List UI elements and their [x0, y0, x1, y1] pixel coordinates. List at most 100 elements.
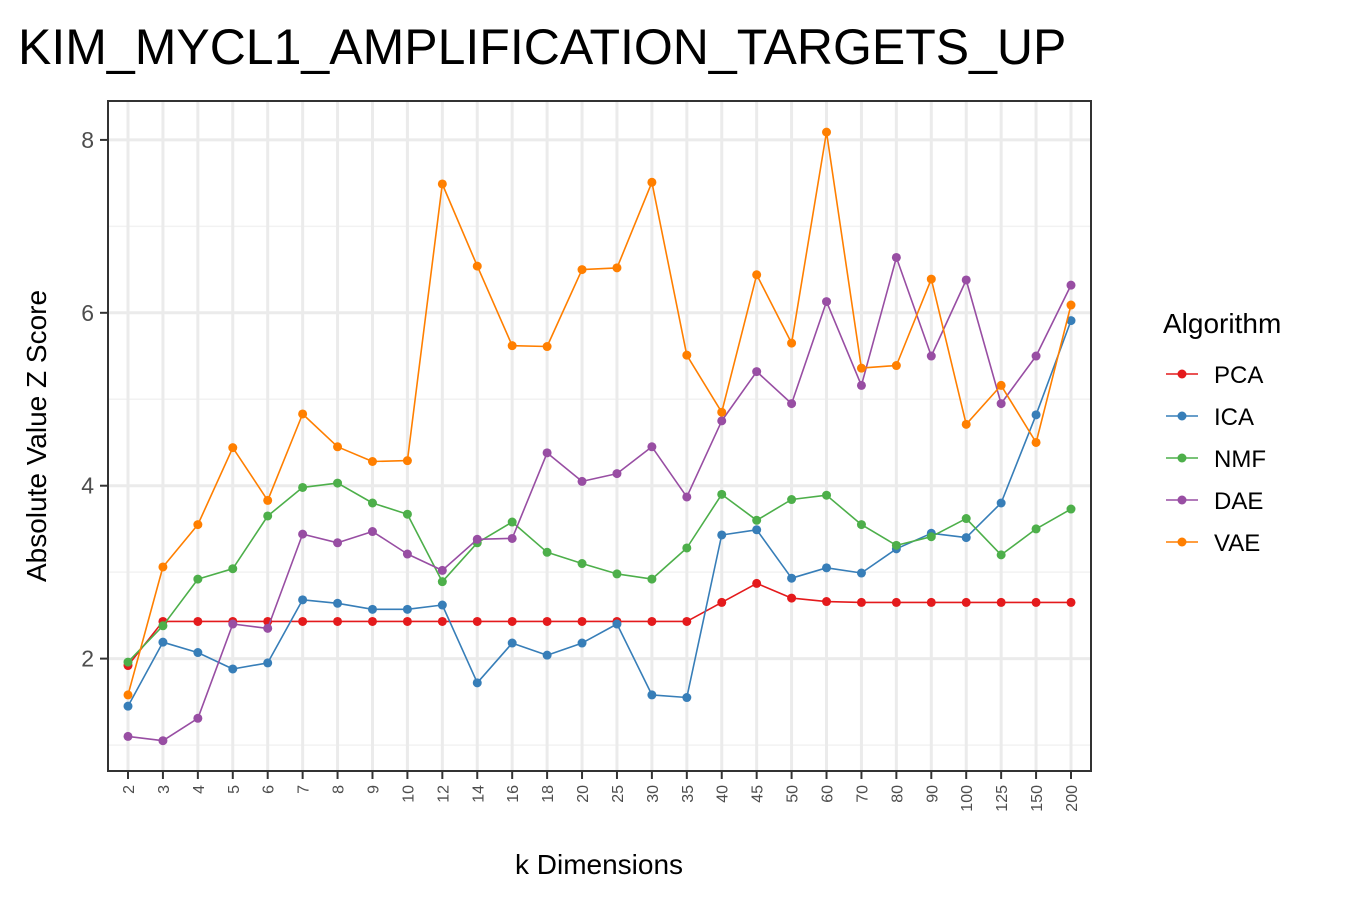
data-point	[333, 442, 343, 452]
data-point	[787, 399, 797, 409]
legend-item-nmf: NMF	[1166, 446, 1266, 473]
x-tick-label: 35	[680, 785, 697, 803]
data-point	[437, 565, 447, 575]
data-point	[996, 550, 1006, 560]
data-point	[717, 597, 727, 607]
data-point	[158, 736, 168, 746]
data-point	[193, 574, 203, 584]
data-point	[542, 650, 552, 660]
x-tick-label: 4	[191, 785, 208, 794]
data-point	[891, 540, 901, 550]
data-point	[577, 638, 587, 648]
data-point	[123, 731, 133, 741]
data-point	[228, 664, 238, 674]
data-point	[1031, 437, 1041, 447]
data-point	[682, 492, 692, 502]
legend-item-ica: ICA	[1166, 404, 1254, 431]
data-point	[577, 265, 587, 275]
data-point	[123, 690, 133, 700]
data-point	[1031, 524, 1041, 534]
legend-item-dae: DAE	[1166, 488, 1263, 515]
y-axis-title: Absolute Value Z Score	[21, 290, 52, 582]
data-point	[647, 690, 657, 700]
data-point	[193, 520, 203, 530]
data-point	[298, 616, 308, 626]
x-tick-label: 60	[820, 785, 837, 803]
data-point	[996, 399, 1006, 409]
data-point	[647, 177, 657, 187]
data-point	[437, 616, 447, 626]
data-point	[856, 380, 866, 390]
data-point	[437, 179, 447, 189]
data-point	[787, 573, 797, 583]
data-point	[926, 532, 936, 542]
data-point	[891, 597, 901, 607]
x-tick-label: 200	[1064, 785, 1081, 812]
data-point	[822, 597, 832, 607]
data-point	[856, 597, 866, 607]
data-point	[228, 443, 238, 453]
legend-label: ICA	[1214, 404, 1254, 431]
data-point	[298, 595, 308, 605]
data-point	[787, 338, 797, 348]
data-point	[158, 637, 168, 647]
data-point	[961, 275, 971, 285]
data-point	[682, 693, 692, 703]
data-point	[402, 616, 412, 626]
series-line	[127, 131, 1072, 696]
legend-title: Algorithm	[1163, 308, 1281, 339]
data-point	[333, 598, 343, 608]
data-point	[717, 489, 727, 499]
legend-label: DAE	[1214, 488, 1263, 515]
data-point	[158, 621, 168, 631]
data-point	[367, 457, 377, 467]
data-point	[542, 616, 552, 626]
y-tick-label: 6	[81, 300, 94, 326]
legend-key-point	[1177, 537, 1187, 547]
data-point	[333, 538, 343, 548]
data-point	[961, 514, 971, 524]
data-point	[298, 409, 308, 419]
x-tick-label: 30	[645, 785, 662, 803]
data-point	[298, 529, 308, 539]
data-point	[926, 597, 936, 607]
data-point	[298, 482, 308, 492]
data-point	[507, 638, 517, 648]
data-point	[1066, 597, 1076, 607]
x-tick-label: 10	[400, 785, 417, 803]
x-tick-label: 45	[750, 785, 767, 803]
data-point	[1066, 504, 1076, 514]
x-tick-label: 7	[296, 785, 313, 794]
x-tick-label: 5	[226, 785, 243, 794]
legend-label: PCA	[1214, 362, 1263, 389]
data-point	[333, 616, 343, 626]
legend-key-point	[1177, 495, 1187, 505]
x-tick-label: 50	[785, 785, 802, 803]
data-point	[996, 380, 1006, 390]
legend-key-point	[1177, 369, 1187, 379]
data-point	[961, 533, 971, 543]
x-axis-title: k Dimensions	[515, 849, 683, 880]
x-tick-label: 12	[435, 785, 452, 803]
data-point	[961, 419, 971, 429]
x-tick-label: 70	[854, 785, 871, 803]
data-point	[472, 616, 482, 626]
data-point	[787, 495, 797, 505]
data-point	[1031, 597, 1041, 607]
data-point	[367, 616, 377, 626]
x-tick-label: 18	[540, 785, 557, 803]
data-point	[787, 593, 797, 603]
data-point	[822, 127, 832, 137]
data-point	[472, 261, 482, 271]
x-tick-label: 16	[505, 785, 522, 803]
plot-panel	[107, 100, 1092, 772]
data-point	[577, 616, 587, 626]
data-point	[717, 407, 727, 417]
series-line	[127, 482, 1072, 663]
data-point	[542, 342, 552, 352]
legend: Algorithm PCA ICA NMF DAE VAE	[1163, 308, 1281, 557]
data-point	[507, 517, 517, 527]
data-point	[856, 363, 866, 373]
series-nmf	[123, 478, 1076, 667]
